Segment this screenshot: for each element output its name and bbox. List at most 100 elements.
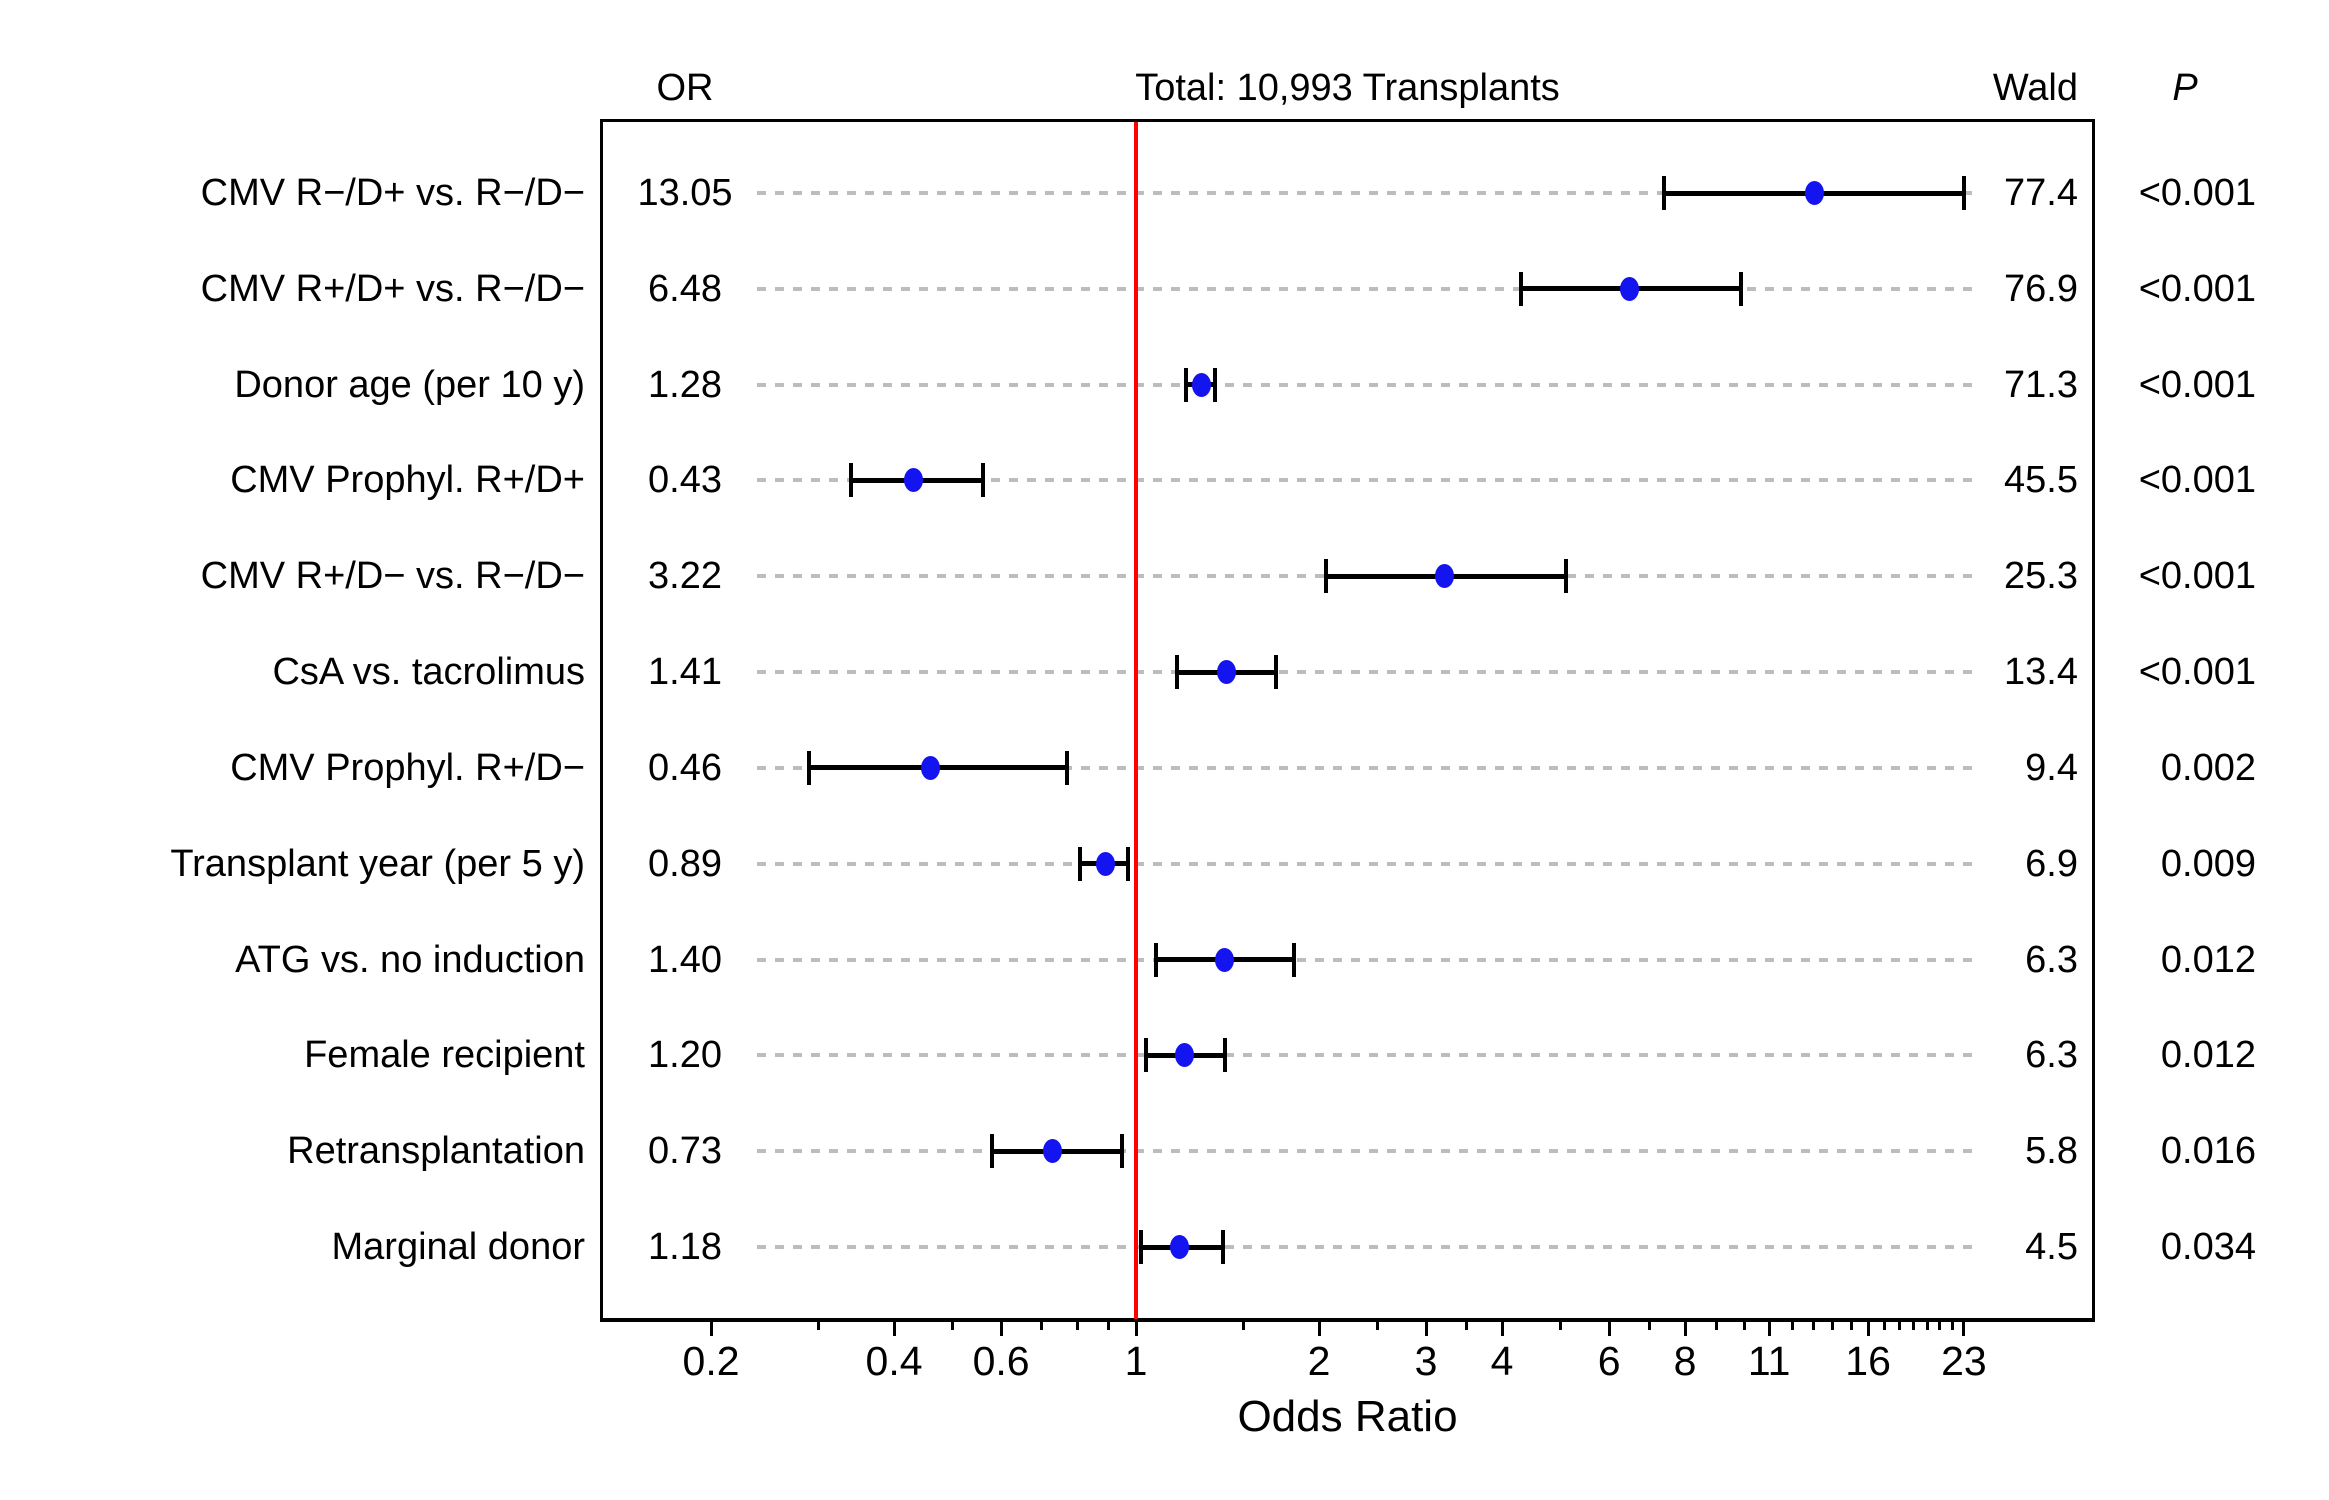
x-tick-minor bbox=[1950, 1320, 1954, 1330]
row-label: ATG vs. no induction bbox=[235, 938, 585, 981]
x-tick-major bbox=[1866, 1320, 1870, 1336]
ci-cap-low bbox=[1175, 655, 1180, 690]
x-tick-minor bbox=[1465, 1320, 1469, 1330]
or-value: 0.73 bbox=[648, 1130, 722, 1173]
wald-value: 4.5 bbox=[2025, 1226, 2078, 1269]
or-point bbox=[1043, 1139, 1063, 1164]
reference-line-or-1 bbox=[1134, 122, 1138, 1319]
x-tick-minor bbox=[1925, 1320, 1929, 1330]
ci-cap-high bbox=[980, 463, 985, 498]
ci-cap-low bbox=[1519, 271, 1524, 306]
ci-cap-low bbox=[1662, 176, 1667, 210]
row-gridline bbox=[757, 1053, 1979, 1058]
p-column-header: P bbox=[2172, 67, 2198, 109]
x-tick-major bbox=[892, 1320, 896, 1336]
ci-cap-low bbox=[1144, 1038, 1149, 1073]
or-value: 6.48 bbox=[648, 267, 722, 310]
x-tick-label: 0.6 bbox=[972, 1338, 1030, 1384]
x-tick-minor bbox=[1811, 1320, 1815, 1330]
wald-value: 9.4 bbox=[2025, 746, 2078, 789]
wald-column-header: Wald bbox=[1992, 67, 2078, 109]
x-tick-minor bbox=[1376, 1320, 1380, 1330]
x-tick-minor bbox=[951, 1320, 955, 1330]
x-tick-label: 0.4 bbox=[865, 1338, 923, 1384]
p-value: <0.001 bbox=[2138, 459, 2256, 502]
x-tick-major bbox=[1134, 1320, 1138, 1336]
ci-cap-low bbox=[1139, 1230, 1144, 1265]
p-value: 0.009 bbox=[2160, 842, 2256, 885]
row-gridline bbox=[757, 1245, 1979, 1250]
wald-value: 6.9 bbox=[2025, 842, 2078, 885]
or-point bbox=[1619, 276, 1639, 301]
x-tick-label: 16 bbox=[1845, 1338, 1891, 1384]
x-tick-minor bbox=[1790, 1320, 1794, 1330]
ci-cap-high bbox=[1064, 750, 1069, 785]
ci-cap-high bbox=[1222, 1038, 1227, 1073]
row-gridline bbox=[757, 861, 1979, 866]
x-tick-minor bbox=[1075, 1320, 1079, 1330]
ci-cap-high bbox=[1564, 559, 1569, 594]
row-label: Transplant year (per 5 y) bbox=[170, 842, 585, 885]
x-tick-label: 23 bbox=[1941, 1338, 1987, 1384]
row-gridline bbox=[757, 382, 1979, 387]
wald-value: 77.4 bbox=[2004, 172, 2078, 214]
row-label: CMV R+/D− vs. R−/D− bbox=[200, 555, 585, 598]
p-value: 0.012 bbox=[2160, 1034, 2256, 1077]
ci-cap-high bbox=[1961, 176, 1966, 210]
x-tick-major bbox=[709, 1320, 713, 1336]
or-point bbox=[1804, 181, 1824, 205]
ci-cap-low bbox=[1154, 942, 1159, 977]
x-tick-label: 11 bbox=[1747, 1338, 1791, 1384]
p-value: <0.001 bbox=[2138, 172, 2256, 214]
p-value: 0.034 bbox=[2160, 1226, 2256, 1269]
or-point bbox=[1435, 564, 1455, 589]
row-label: CsA vs. tacrolimus bbox=[272, 651, 585, 694]
x-tick-major bbox=[1683, 1320, 1687, 1336]
or-value: 1.40 bbox=[648, 938, 722, 981]
x-tick-label: 8 bbox=[1673, 1338, 1697, 1384]
wald-value: 45.5 bbox=[2004, 459, 2078, 502]
or-value: 0.89 bbox=[648, 842, 722, 885]
x-tick-major bbox=[1767, 1320, 1771, 1336]
x-tick-label: 0.2 bbox=[682, 1338, 740, 1384]
ci-cap-high bbox=[1739, 271, 1744, 306]
x-tick-minor bbox=[1040, 1320, 1044, 1330]
p-value: 0.016 bbox=[2160, 1130, 2256, 1173]
row-label: Donor age (per 10 y) bbox=[234, 363, 585, 406]
or-value: 0.46 bbox=[648, 746, 722, 789]
p-value: <0.001 bbox=[2138, 555, 2256, 598]
x-tick-major bbox=[1962, 1320, 1966, 1336]
or-point bbox=[1191, 372, 1211, 397]
x-tick-major bbox=[1500, 1320, 1504, 1336]
or-point bbox=[1095, 851, 1115, 876]
row-label: Retransplantation bbox=[287, 1130, 585, 1173]
x-tick-minor bbox=[1882, 1320, 1886, 1330]
x-tick-major bbox=[1424, 1320, 1428, 1336]
ci-cap-high bbox=[1120, 1134, 1125, 1169]
wald-value: 76.9 bbox=[2004, 267, 2078, 310]
x-tick-label: 6 bbox=[1597, 1338, 1621, 1384]
p-value: 0.002 bbox=[2160, 746, 2256, 789]
x-tick-minor bbox=[1911, 1320, 1915, 1330]
ci-cap-low bbox=[807, 750, 812, 785]
row-gridline bbox=[757, 1149, 1979, 1154]
or-value: 13.05 bbox=[637, 172, 733, 214]
x-tick-major bbox=[999, 1320, 1003, 1336]
p-value: 0.012 bbox=[2160, 938, 2256, 981]
plot-title: Total: 10,993 Transplants bbox=[1135, 67, 1560, 109]
row-gridline bbox=[757, 286, 1979, 291]
p-value: <0.001 bbox=[2138, 651, 2256, 694]
x-tick-label: 2 bbox=[1307, 1338, 1331, 1384]
row-gridline bbox=[757, 765, 1979, 770]
or-point bbox=[1215, 947, 1235, 972]
or-point bbox=[1170, 1235, 1190, 1260]
or-column-header: OR bbox=[656, 67, 714, 109]
row-label: CMV Prophyl. R+/D− bbox=[230, 746, 585, 789]
ci-cap-high bbox=[1213, 367, 1218, 402]
x-tick-label: 3 bbox=[1414, 1338, 1438, 1384]
or-value: 1.18 bbox=[648, 1226, 722, 1269]
or-value: 0.43 bbox=[648, 459, 722, 502]
x-tick-label: 1 bbox=[1124, 1338, 1148, 1384]
wald-value: 71.3 bbox=[2004, 363, 2078, 406]
